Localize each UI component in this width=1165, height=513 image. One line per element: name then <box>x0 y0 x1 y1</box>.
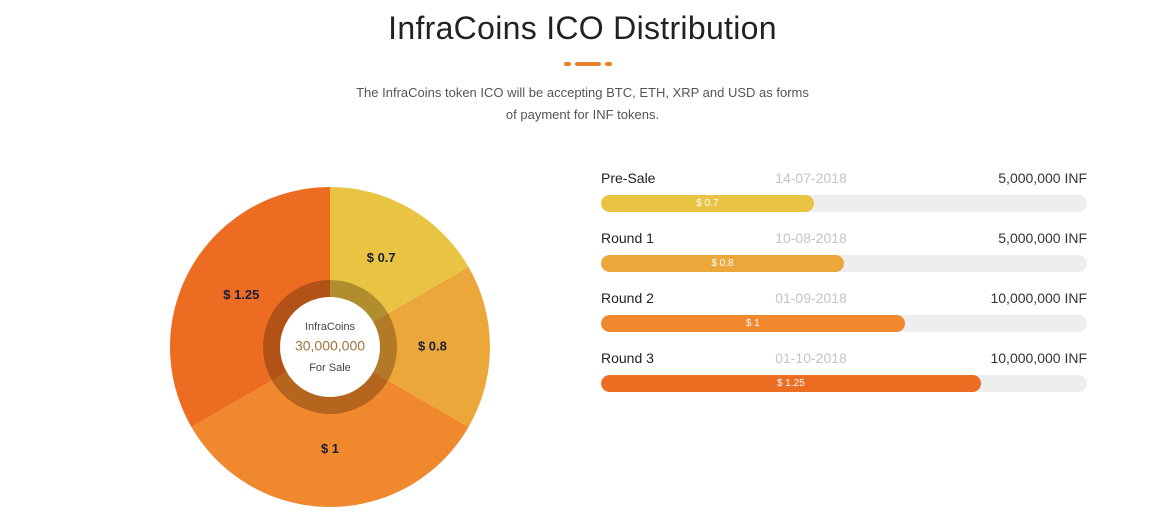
distribution-donut-chart: $ 0.7 $ 0.8 $ 1 $ 1.25 InfraCoins 30,000,000 F… <box>160 180 500 513</box>
slice-label: $ 1.25 <box>223 287 259 302</box>
round-date: 01-10-2018 <box>775 350 847 366</box>
round-row: Round 2 01-09-2018 10,000,000 INF $ 1 <box>601 288 1087 348</box>
round-amount: 5,000,000 INF <box>998 230 1087 246</box>
round-name: Round 1 <box>601 230 654 246</box>
round-progress-track: $ 1.25 <box>601 375 1087 392</box>
round-amount: 10,000,000 INF <box>990 290 1087 306</box>
sale-rounds-list: Pre-Sale 14-07-2018 5,000,000 INF $ 0.7 … <box>601 168 1087 408</box>
center-caption: For Sale <box>309 362 351 374</box>
pie-slice <box>330 267 490 427</box>
center-total: 30,000,000 <box>295 338 365 354</box>
round-amount: 5,000,000 INF <box>998 170 1087 186</box>
round-name: Round 3 <box>601 350 654 366</box>
round-name: Pre-Sale <box>601 170 656 186</box>
round-row: Round 1 10-08-2018 5,000,000 INF $ 0.8 <box>601 228 1087 288</box>
subtitle-line-2: of payment for INF tokens. <box>505 107 660 122</box>
donut-hole <box>280 297 380 397</box>
center-title: InfraCoins <box>305 321 356 333</box>
round-row: Round 3 01-10-2018 10,000,000 INF $ 1.25 <box>601 348 1087 408</box>
title-divider <box>564 62 612 66</box>
slice-label: $ 0.8 <box>418 338 447 353</box>
round-progress-track: $ 0.8 <box>601 255 1087 272</box>
round-progress-track: $ 1 <box>601 315 1087 332</box>
pie-slice <box>330 187 469 347</box>
round-progress-track: $ 0.7 <box>601 195 1087 212</box>
round-name: Round 2 <box>601 290 654 306</box>
slice-label: $ 0.7 <box>367 250 396 265</box>
round-date: 14-07-2018 <box>775 170 847 186</box>
page-subtitle: The InfraCoins token ICO will be accepti… <box>330 82 835 126</box>
round-row: Pre-Sale 14-07-2018 5,000,000 INF $ 0.7 <box>601 168 1087 228</box>
slice-label: $ 1 <box>321 441 339 456</box>
subtitle-line-1: The InfraCoins token ICO will be accepti… <box>356 85 809 100</box>
page-title: InfraCoins ICO Distribution <box>388 10 777 46</box>
round-progress-bar: $ 1.25 <box>601 375 981 392</box>
round-progress-bar: $ 0.8 <box>601 255 844 272</box>
donut-svg: $ 0.7 $ 0.8 $ 1 $ 1.25 InfraCoins 30,000,000 F… <box>170 187 490 507</box>
round-amount: 10,000,000 INF <box>990 350 1087 366</box>
round-progress-bar: $ 0.7 <box>601 195 814 212</box>
round-progress-bar: $ 1 <box>601 315 905 332</box>
round-date: 10-08-2018 <box>775 230 847 246</box>
round-date: 01-09-2018 <box>775 290 847 306</box>
